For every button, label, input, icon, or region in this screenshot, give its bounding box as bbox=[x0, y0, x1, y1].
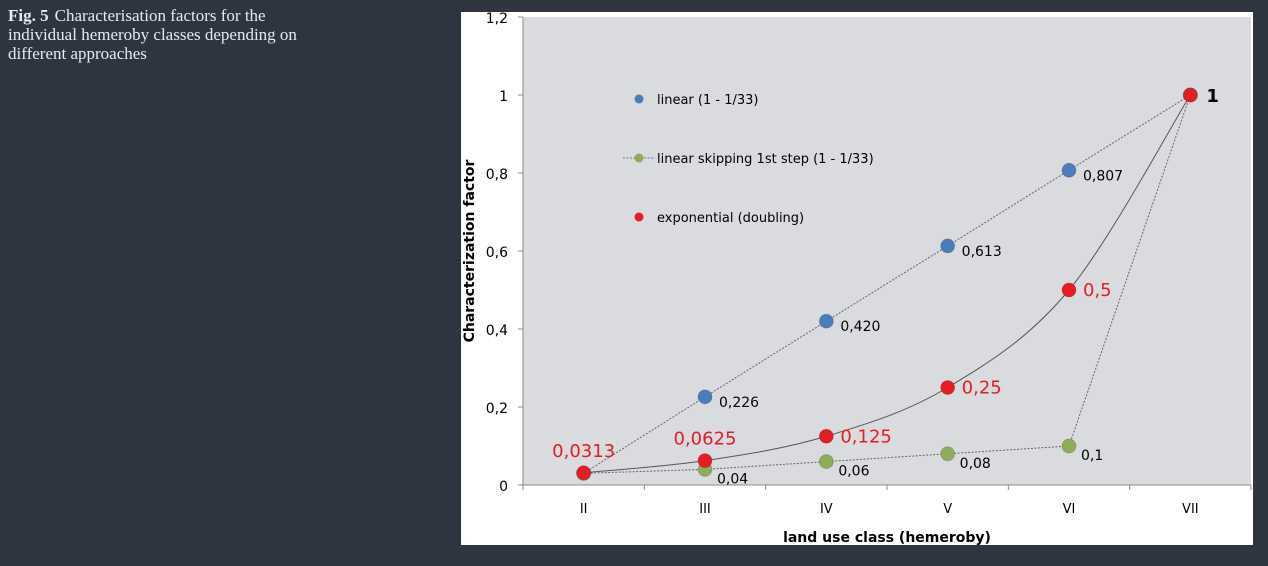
data-point-exponential bbox=[940, 380, 956, 395]
data-label-exponential: 0,0625 bbox=[674, 429, 737, 450]
data-label-linear: 0,420 bbox=[840, 319, 880, 335]
data-label-exponential: 0,0313 bbox=[552, 441, 615, 462]
data-label-exponential: 1 bbox=[1206, 86, 1219, 107]
legend-label-skipping: linear skipping 1st step (1 - 1/33) bbox=[657, 152, 874, 167]
legend-marker-skipping bbox=[634, 153, 644, 163]
x-tick-label: II bbox=[580, 502, 588, 517]
x-tick-label: VII bbox=[1182, 502, 1199, 517]
data-point-linear bbox=[1061, 162, 1077, 178]
y-tick-label: 1,2 bbox=[486, 12, 508, 27]
data-label-skipping: 0,04 bbox=[717, 471, 748, 487]
figure-caption: Fig. 5 Characterisation factors for the i… bbox=[8, 6, 298, 63]
y-axis-label: Characterization factor bbox=[462, 159, 478, 342]
figure-number: Fig. 5 bbox=[8, 6, 49, 25]
data-label-skipping: 0,1 bbox=[1081, 448, 1103, 464]
plot-area bbox=[523, 17, 1251, 485]
y-tick-label: 0,6 bbox=[486, 245, 508, 261]
data-point-exponential bbox=[1061, 282, 1077, 298]
x-tick-label: VI bbox=[1063, 502, 1076, 517]
data-label-linear: 0,807 bbox=[1083, 168, 1123, 184]
data-point-skipping bbox=[818, 454, 834, 470]
legend-label-linear: linear (1 - 1/33) bbox=[657, 93, 758, 108]
data-label-exponential: 0,125 bbox=[840, 426, 892, 447]
data-label-linear: 0,613 bbox=[962, 244, 1002, 260]
legend-label-exponential: exponential (doubling) bbox=[657, 211, 804, 226]
legend-marker-exponential bbox=[634, 212, 644, 222]
y-tick-label: 0,2 bbox=[486, 401, 508, 417]
chart-svg: 00,20,40,60,811,2II III IV V VI VII 0,2260,42… bbox=[462, 11, 1252, 546]
y-tick-label: 0,8 bbox=[486, 167, 508, 183]
data-point-exponential bbox=[697, 453, 713, 469]
data-point-linear bbox=[818, 313, 834, 329]
y-tick-label: 1 bbox=[499, 89, 508, 105]
x-tick-label: III bbox=[699, 502, 711, 517]
data-label-skipping: 0,08 bbox=[960, 456, 991, 472]
data-point-skipping bbox=[940, 446, 956, 462]
legend-marker-linear bbox=[634, 94, 644, 104]
chart-container: 0 0,2 0,4 0,6 0,8 1 1,2 II III IV V VI VII 0,226 0,42… bbox=[461, 11, 1253, 546]
y-tick-label: 0,4 bbox=[486, 323, 508, 339]
x-tick-label: IV bbox=[820, 502, 833, 517]
series-line-linear bbox=[583, 94, 1191, 474]
data-point-linear bbox=[697, 389, 713, 405]
data-point-skipping bbox=[1061, 438, 1077, 454]
x-tick-label: V bbox=[943, 502, 952, 517]
data-label-skipping: 0,06 bbox=[838, 464, 869, 480]
data-label-exponential: 0,25 bbox=[962, 378, 1002, 399]
data-label-linear: 0,226 bbox=[719, 395, 759, 411]
data-label-exponential: 0,5 bbox=[1083, 280, 1112, 301]
x-axis-label: land use class (hemeroby) bbox=[783, 530, 991, 545]
figure-caption-text: Characterisation factors for the individ… bbox=[8, 6, 297, 63]
data-point-exponential bbox=[818, 428, 834, 444]
y-tick-label: 0 bbox=[499, 479, 508, 495]
data-point-linear bbox=[940, 238, 956, 254]
data-point-exponential bbox=[1182, 87, 1198, 103]
data-point-exponential bbox=[576, 465, 592, 481]
